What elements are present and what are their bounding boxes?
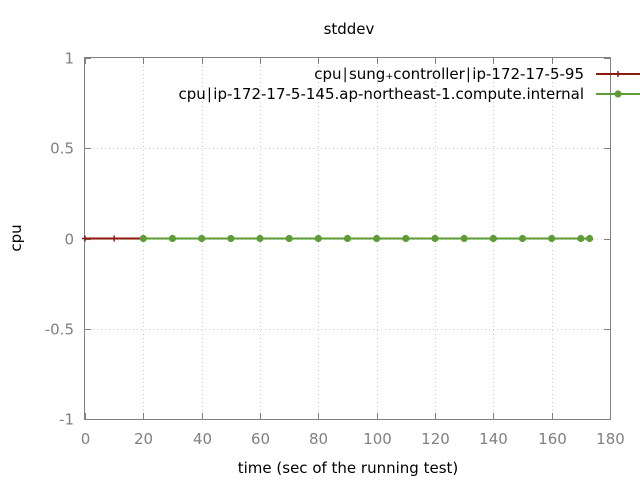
- chart-title: stddev: [324, 20, 375, 38]
- series-2-point: [227, 234, 235, 243]
- y-axis-label: cpu: [7, 224, 25, 251]
- series-2-point: [548, 234, 556, 243]
- y-tick-label: -1: [59, 411, 74, 429]
- series-2-point: [373, 234, 381, 243]
- series-1-point: [82, 235, 88, 242]
- y-tick-label: 0.5: [50, 140, 74, 158]
- x-tick-label: 180: [596, 430, 625, 448]
- series-2-point: [402, 234, 410, 243]
- x-tick-label: 100: [363, 430, 392, 448]
- x-tick-label: 160: [538, 430, 567, 448]
- x-tick-label: 120: [421, 430, 450, 448]
- series-2-point: [518, 234, 527, 243]
- x-tick-label: 0: [81, 430, 91, 448]
- legend-marker-1: [615, 71, 621, 77]
- series-2-point: [256, 234, 264, 243]
- series-2-point: [139, 234, 147, 243]
- series-2-point: [285, 234, 293, 243]
- legend-marker-2: [614, 90, 622, 98]
- series-2-point: [489, 234, 497, 243]
- legend-label-2: cpu∣ip-172-17-5-145.ap-northeast-1.compu…: [179, 85, 584, 103]
- series-2-point: [431, 234, 439, 243]
- series-2-point: [577, 234, 585, 243]
- x-tick-label: 20: [134, 430, 153, 448]
- x-tick-label: 80: [309, 430, 328, 448]
- y-tick-label: 0: [64, 231, 74, 249]
- series-2-point: [585, 234, 594, 243]
- legend-label-1: cpu∣sung₊controller∣ip-172-17-5-95: [314, 65, 584, 83]
- series-2-point: [343, 234, 352, 243]
- x-tick-label: 140: [479, 430, 508, 448]
- y-tick-label: -0.5: [45, 321, 74, 339]
- series-2-point: [314, 234, 322, 243]
- series-2-point: [168, 234, 177, 243]
- x-tick-label: 40: [193, 430, 212, 448]
- y-tick-label: 1: [64, 50, 74, 68]
- x-tick-label: 60: [251, 430, 270, 448]
- series-2-point: [460, 234, 468, 243]
- series-2: [139, 234, 594, 243]
- series-layer: [82, 234, 594, 243]
- axis-ticks: 0 20 40 60 80 100 120 140 160 180 1 0.5 0 -0.5 -1: [45, 50, 625, 449]
- series-2-point: [198, 234, 206, 243]
- x-axis-label: time (sec of the running test): [238, 459, 459, 477]
- series-1-point: [111, 235, 118, 242]
- legend: cpu∣sung₊controller∣ip-172-17-5-95 cpu∣ip…: [179, 65, 640, 103]
